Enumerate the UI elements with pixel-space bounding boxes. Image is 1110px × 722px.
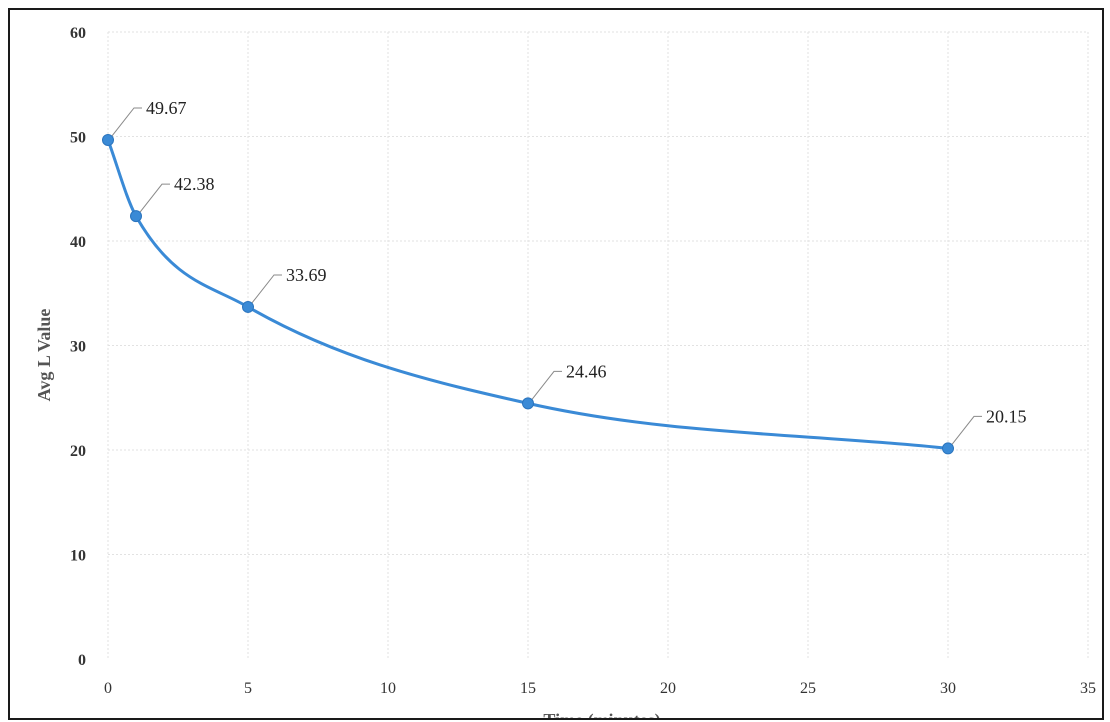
data-label-leaders xyxy=(111,107,982,445)
data-label-leader xyxy=(251,274,282,304)
y-tick-label: 30 xyxy=(70,339,86,356)
y-tick-label: 10 xyxy=(70,548,86,565)
data-label-leader xyxy=(531,370,562,400)
data-label: 33.69 xyxy=(286,265,327,285)
data-labels: 49.67 42.38 33.69 24.46 20.15 xyxy=(146,98,1027,426)
data-point xyxy=(942,442,954,455)
data-label-leader xyxy=(139,183,170,213)
line-chart: 0 5 10 15 20 25 30 35 0 10 20 30 40 50 60 49.67 42.38 3… xyxy=(34,25,1096,720)
y-tick-label: 40 xyxy=(70,234,86,251)
x-tick-label: 0 xyxy=(104,680,112,697)
chart-frame: 0 5 10 15 20 25 30 35 0 10 20 30 40 50 60 49.67 42.38 3… xyxy=(8,8,1104,720)
x-tick-label: 25 xyxy=(800,680,816,697)
x-tick-label: 35 xyxy=(1080,680,1096,697)
y-axis-ticks: 0 10 20 30 40 50 60 xyxy=(70,25,86,669)
x-axis-title: Time (minutes) xyxy=(543,710,660,720)
x-tick-label: 15 xyxy=(520,680,536,697)
data-label: 49.67 xyxy=(146,98,187,118)
y-tick-label: 50 xyxy=(70,130,86,147)
data-label: 20.15 xyxy=(986,406,1027,426)
data-point xyxy=(130,210,142,223)
y-tick-label: 20 xyxy=(70,443,86,460)
x-axis-ticks: 0 5 10 15 20 25 30 35 xyxy=(104,680,1096,697)
y-tick-label: 60 xyxy=(70,25,86,42)
data-label-leader xyxy=(951,415,982,445)
data-point xyxy=(522,397,534,410)
x-tick-label: 20 xyxy=(660,680,676,697)
data-point xyxy=(242,300,254,313)
data-points xyxy=(102,133,954,455)
data-label: 24.46 xyxy=(566,361,607,381)
x-tick-label: 10 xyxy=(380,680,396,697)
data-label-leader xyxy=(111,107,142,137)
data-label: 42.38 xyxy=(174,174,215,194)
gridlines xyxy=(107,31,1089,659)
y-axis-title: Avg L Value xyxy=(34,309,54,402)
y-tick-label: 0 xyxy=(78,652,86,669)
x-tick-label: 5 xyxy=(244,680,252,697)
x-tick-label: 30 xyxy=(940,680,956,697)
data-point xyxy=(102,133,114,146)
